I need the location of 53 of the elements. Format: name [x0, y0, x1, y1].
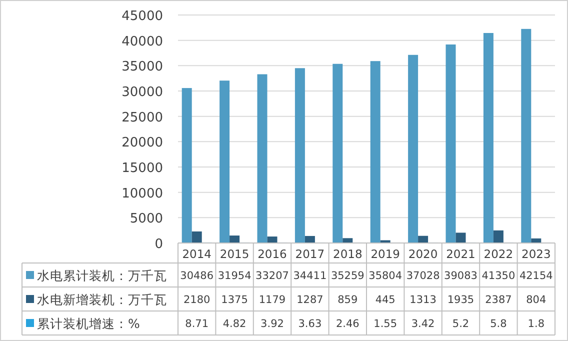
data-label: 1.55 [374, 318, 398, 330]
data-label: 1287 [296, 294, 324, 306]
y-tick-label: 25000 [122, 110, 163, 126]
y-tick-label: 0 [154, 237, 163, 252]
data-label: 31954 [218, 270, 252, 282]
x-tick-label: 2022 [484, 247, 514, 261]
y-tick-label: 5000 [130, 212, 163, 227]
data-label: 33207 [256, 270, 289, 282]
y-tick-label: 10000 [122, 186, 163, 202]
data-label: 2180 [183, 294, 210, 306]
data-label: 1.8 [528, 318, 544, 330]
data-label: 35259 [330, 270, 364, 282]
data-label: 35804 [368, 270, 402, 282]
data-label: 445 [375, 294, 396, 306]
data-label: 37028 [406, 270, 440, 282]
y-tick-label: 40000 [122, 34, 163, 50]
data-label: 2387 [485, 294, 512, 306]
x-tick-label: 2017 [295, 247, 325, 261]
data-label: 1375 [221, 294, 248, 306]
legend-label: 累计装机增速：% [37, 316, 140, 331]
data-label: 804 [526, 294, 546, 306]
data-label: 1179 [258, 294, 286, 306]
x-tick-label: 2018 [333, 247, 362, 261]
x-tick-label: 2015 [220, 247, 250, 261]
x-tick-label: 2020 [408, 247, 438, 261]
x-tick-label: 2016 [258, 247, 287, 261]
data-label: 1935 [447, 294, 474, 306]
y-tick-label: 15000 [122, 161, 163, 176]
x-tick-label: 2021 [446, 247, 476, 261]
legend-label: 水电累计装机：万千瓦 [37, 268, 167, 283]
y-tick-label: 45000 [122, 9, 163, 24]
data-label: 3.42 [411, 318, 435, 330]
data-label: 3.63 [298, 318, 322, 330]
data-label: 41350 [482, 270, 516, 282]
data-label: 859 [338, 294, 358, 306]
data-label: 5.2 [452, 318, 470, 330]
y-tick-label: 20000 [122, 136, 163, 151]
x-tick-label: 2023 [522, 247, 551, 261]
data-label: 34411 [293, 270, 327, 282]
data-label: 8.71 [185, 318, 209, 330]
data-label: 5.8 [490, 318, 507, 330]
y-tick-label: 30000 [122, 85, 163, 100]
x-tick-label: 2019 [370, 247, 400, 261]
data-label: 4.82 [222, 318, 246, 330]
data-label: 42154 [519, 270, 554, 282]
data-label: 1313 [410, 294, 436, 306]
data-label: 3.92 [260, 318, 284, 330]
data-label: 2.46 [336, 318, 360, 330]
data-label: 39083 [444, 270, 478, 282]
legend-label: 水电新增装机：万千瓦 [37, 292, 167, 307]
y-tick-label: 35000 [122, 60, 163, 75]
data-label: 30486 [180, 270, 214, 282]
x-tick-label: 2014 [182, 247, 212, 261]
